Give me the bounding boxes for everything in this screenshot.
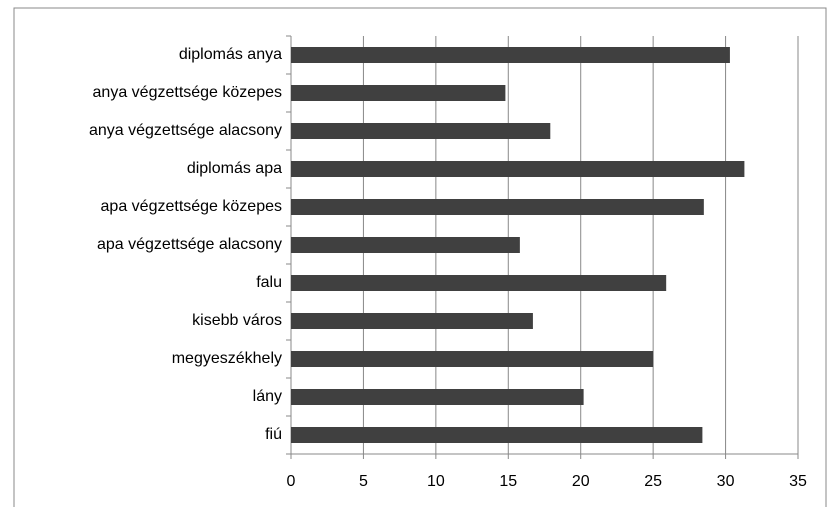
y-tick-label: falu	[256, 274, 282, 291]
x-tick-label: 35	[789, 473, 807, 490]
x-tick-label: 25	[644, 473, 662, 490]
bar	[291, 351, 654, 367]
bar	[291, 47, 730, 63]
bar	[291, 161, 745, 177]
x-tick-label: 0	[287, 473, 296, 490]
bar	[291, 237, 520, 253]
x-tick-label: 10	[427, 473, 445, 490]
y-tick-label: apa végzettsége közepes	[101, 198, 282, 215]
x-tick-label: 20	[572, 473, 590, 490]
y-tick-label: anya végzettsége alacsony	[89, 122, 282, 139]
bar	[291, 275, 667, 291]
y-tick-label: fiú	[265, 426, 282, 443]
y-tick-label: lány	[253, 388, 282, 405]
bar	[291, 123, 551, 139]
x-tick-label: 30	[717, 473, 735, 490]
y-tick-label: apa végzettsége alacsony	[97, 236, 282, 253]
x-tick-label: 5	[359, 473, 368, 490]
y-tick-label: anya végzettsége közepes	[93, 84, 282, 101]
y-tick-label: kisebb város	[192, 312, 282, 329]
y-tick-label: diplomás anya	[179, 46, 282, 63]
x-tick-label: 15	[499, 473, 517, 490]
bar	[291, 389, 584, 405]
bar	[291, 199, 704, 215]
bar	[291, 427, 703, 443]
y-tick-label: diplomás apa	[187, 160, 282, 177]
bar	[291, 313, 533, 329]
y-tick-label: megyeszékhely	[172, 350, 282, 367]
bar	[291, 85, 506, 101]
chart-frame	[13, 7, 827, 507]
